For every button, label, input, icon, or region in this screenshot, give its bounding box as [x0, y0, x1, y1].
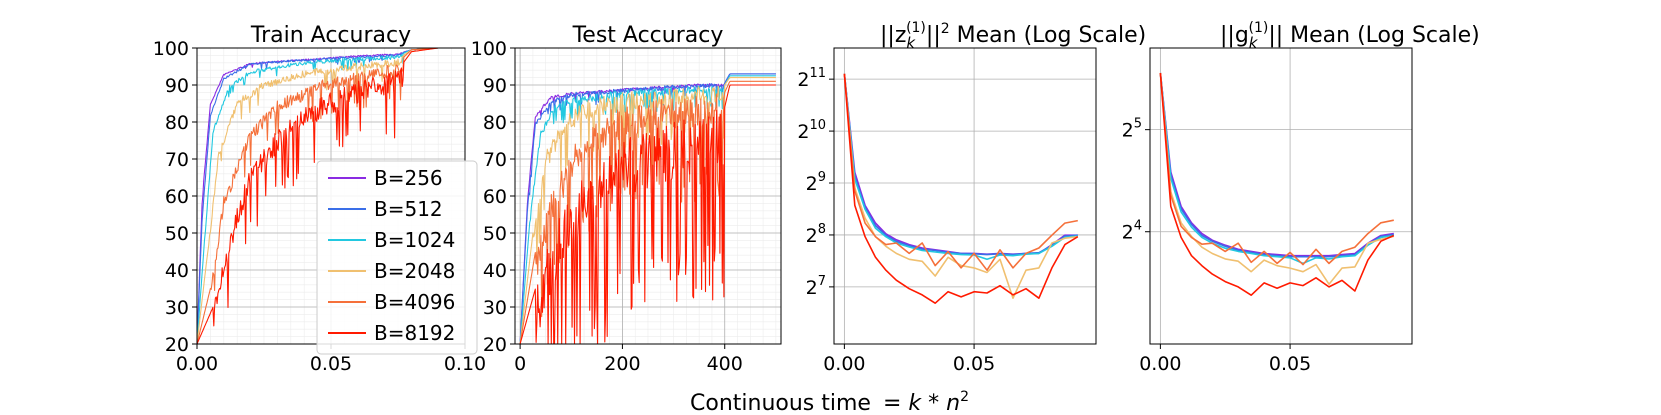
y-tick-label: 20 — [483, 334, 507, 356]
y-tick-label: 40 — [483, 260, 507, 282]
x-tick-label: 0.05 — [953, 353, 995, 375]
y-tick-label: 90 — [483, 75, 507, 97]
x-tick-label: 0.10 — [444, 353, 486, 375]
panel-z-norm: 27 28 29 210 211 0.00 0.05 — [797, 47, 1097, 375]
series-line-b-1024 — [843, 73, 1078, 261]
y-tick-label: 24 — [1122, 219, 1142, 244]
series-line-b-1024 — [1159, 72, 1394, 265]
y-tick-label: 70 — [165, 149, 189, 171]
panel-title: Train Accuracy — [250, 23, 411, 48]
x-tick-label: 0 — [514, 353, 526, 375]
y-tick-label: 90 — [165, 75, 189, 97]
y-tick-label: 29 — [806, 170, 826, 195]
y-tick-label: 211 — [797, 66, 826, 91]
legend-label-0: B=256 — [374, 166, 443, 190]
x-tick-label: 400 — [707, 353, 743, 375]
axes-frame — [1149, 47, 1413, 345]
x-tick-label: 200 — [604, 353, 640, 375]
y-tick-label: 70 — [483, 149, 507, 171]
axes-frame — [833, 47, 1097, 345]
y-tick-label: 100 — [471, 38, 507, 60]
legend-label-1: B=512 — [374, 197, 443, 221]
y-tick-label: 27 — [806, 274, 826, 299]
series-line-b-4096 — [519, 80, 776, 345]
y-tick-label: 60 — [165, 186, 189, 208]
x-tick-label: 0.00 — [176, 353, 218, 375]
legend-label-4: B=4096 — [374, 290, 455, 314]
shared-xlabel: Continuous time = k * n2 — [690, 389, 969, 415]
y-tick-label: 210 — [797, 118, 826, 143]
y-tick-label: 20 — [165, 334, 189, 356]
x-tick-label: 0.00 — [823, 353, 865, 375]
x-tick-label: 0.00 — [1139, 353, 1181, 375]
y-tick-label: 50 — [165, 223, 189, 245]
y-tick-label: 40 — [165, 260, 189, 282]
y-tick-label: 60 — [483, 186, 507, 208]
legend-label-2: B=1024 — [374, 228, 455, 252]
y-tick-label: 30 — [483, 297, 507, 319]
series-line-b-8192 — [843, 73, 1079, 304]
y-tick-label: 28 — [806, 222, 826, 247]
legend-label-5: B=8192 — [374, 321, 455, 345]
legend: B=256 B=512 B=1024 B=2048 B=4096 B=8192 — [316, 160, 478, 355]
x-tick-label: 0.05 — [1269, 353, 1311, 375]
y-tick-label: 50 — [483, 223, 507, 245]
series-line-b-8192 — [196, 47, 465, 345]
y-tick-label: 25 — [1122, 117, 1142, 142]
x-tick-label: 0.05 — [310, 353, 352, 375]
panel-title: Test Accuracy — [572, 23, 724, 48]
series-line-b-8192 — [1159, 72, 1395, 296]
y-tick-label: 30 — [165, 297, 189, 319]
series-line-b-512 — [1159, 72, 1394, 258]
panel-test-accuracy: 20 30 40 50 60 70 80 90 100 0 200 400 Test Accuracy — [471, 23, 782, 375]
series-line-b-256 — [843, 73, 1078, 255]
series-line-b-4096 — [1159, 72, 1394, 266]
series-line-b-4096 — [196, 47, 465, 345]
panel-g-norm-title: ||gk(1)|| Mean (Log Scale) — [1220, 20, 1480, 52]
series-line-b-256 — [1159, 72, 1394, 257]
axes-frame — [514, 47, 782, 345]
y-tick-label: 100 — [153, 38, 189, 60]
series-line-b-8192 — [519, 84, 776, 345]
panel-g-norm: 24 25 0.00 0.05 — [1122, 47, 1413, 375]
panel-z-norm-title: ||zk(1)||2 Mean (Log Scale) — [880, 20, 1146, 52]
series-line-b-4096 — [843, 73, 1078, 271]
y-tick-label: 80 — [165, 112, 189, 134]
legend-label-3: B=2048 — [374, 259, 455, 283]
series-line-b-1024 — [519, 75, 776, 345]
y-tick-label: 80 — [483, 112, 507, 134]
series-line-b-2048 — [843, 73, 1078, 299]
series-line-b-2048 — [519, 77, 776, 345]
